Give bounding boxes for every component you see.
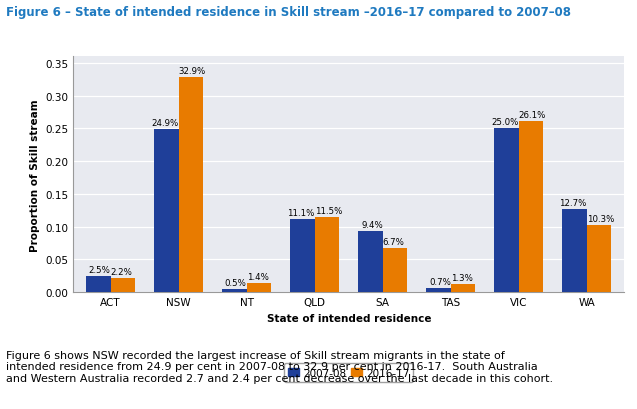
Bar — [222, 289, 247, 292]
Text: 11.1%: 11.1% — [287, 209, 315, 218]
Bar — [111, 278, 135, 292]
Text: 6.7%: 6.7% — [383, 238, 404, 247]
Text: 26.1%: 26.1% — [519, 111, 546, 120]
Text: 1.3%: 1.3% — [451, 273, 473, 282]
Bar — [383, 249, 407, 292]
Legend: 2007-08, 2016-17: 2007-08, 2016-17 — [284, 364, 413, 382]
Bar — [179, 78, 203, 292]
Bar — [86, 276, 111, 292]
Bar — [154, 130, 179, 292]
Text: 10.3%: 10.3% — [587, 214, 614, 223]
Text: 24.9%: 24.9% — [152, 119, 179, 128]
Bar — [451, 284, 475, 292]
Text: 12.7%: 12.7% — [559, 198, 587, 207]
Bar — [519, 122, 543, 292]
Bar — [315, 217, 340, 292]
Bar — [247, 283, 271, 292]
Text: 25.0%: 25.0% — [492, 118, 519, 127]
Text: Figure 6 – State of intended residence in Skill stream –2016–17 compared to 2007: Figure 6 – State of intended residence i… — [6, 6, 571, 19]
Text: 1.4%: 1.4% — [247, 272, 269, 281]
Text: 0.7%: 0.7% — [429, 277, 451, 286]
Text: Figure 6 shows NSW recorded the largest increase of Skill stream migrants in the: Figure 6 shows NSW recorded the largest … — [6, 350, 554, 383]
Bar — [290, 220, 315, 292]
Y-axis label: Proportion of Skill stream: Proportion of Skill stream — [30, 99, 39, 251]
Bar — [494, 129, 519, 292]
Bar — [587, 225, 612, 292]
Bar — [358, 231, 383, 292]
Text: 32.9%: 32.9% — [179, 67, 206, 76]
Text: 2.2%: 2.2% — [111, 267, 132, 276]
Text: 2.5%: 2.5% — [89, 265, 111, 274]
Text: 9.4%: 9.4% — [361, 220, 383, 229]
Bar — [426, 288, 451, 292]
Bar — [562, 209, 587, 292]
X-axis label: State of intended residence: State of intended residence — [266, 313, 431, 323]
Text: 0.5%: 0.5% — [225, 278, 247, 287]
Text: 11.5%: 11.5% — [315, 207, 342, 216]
